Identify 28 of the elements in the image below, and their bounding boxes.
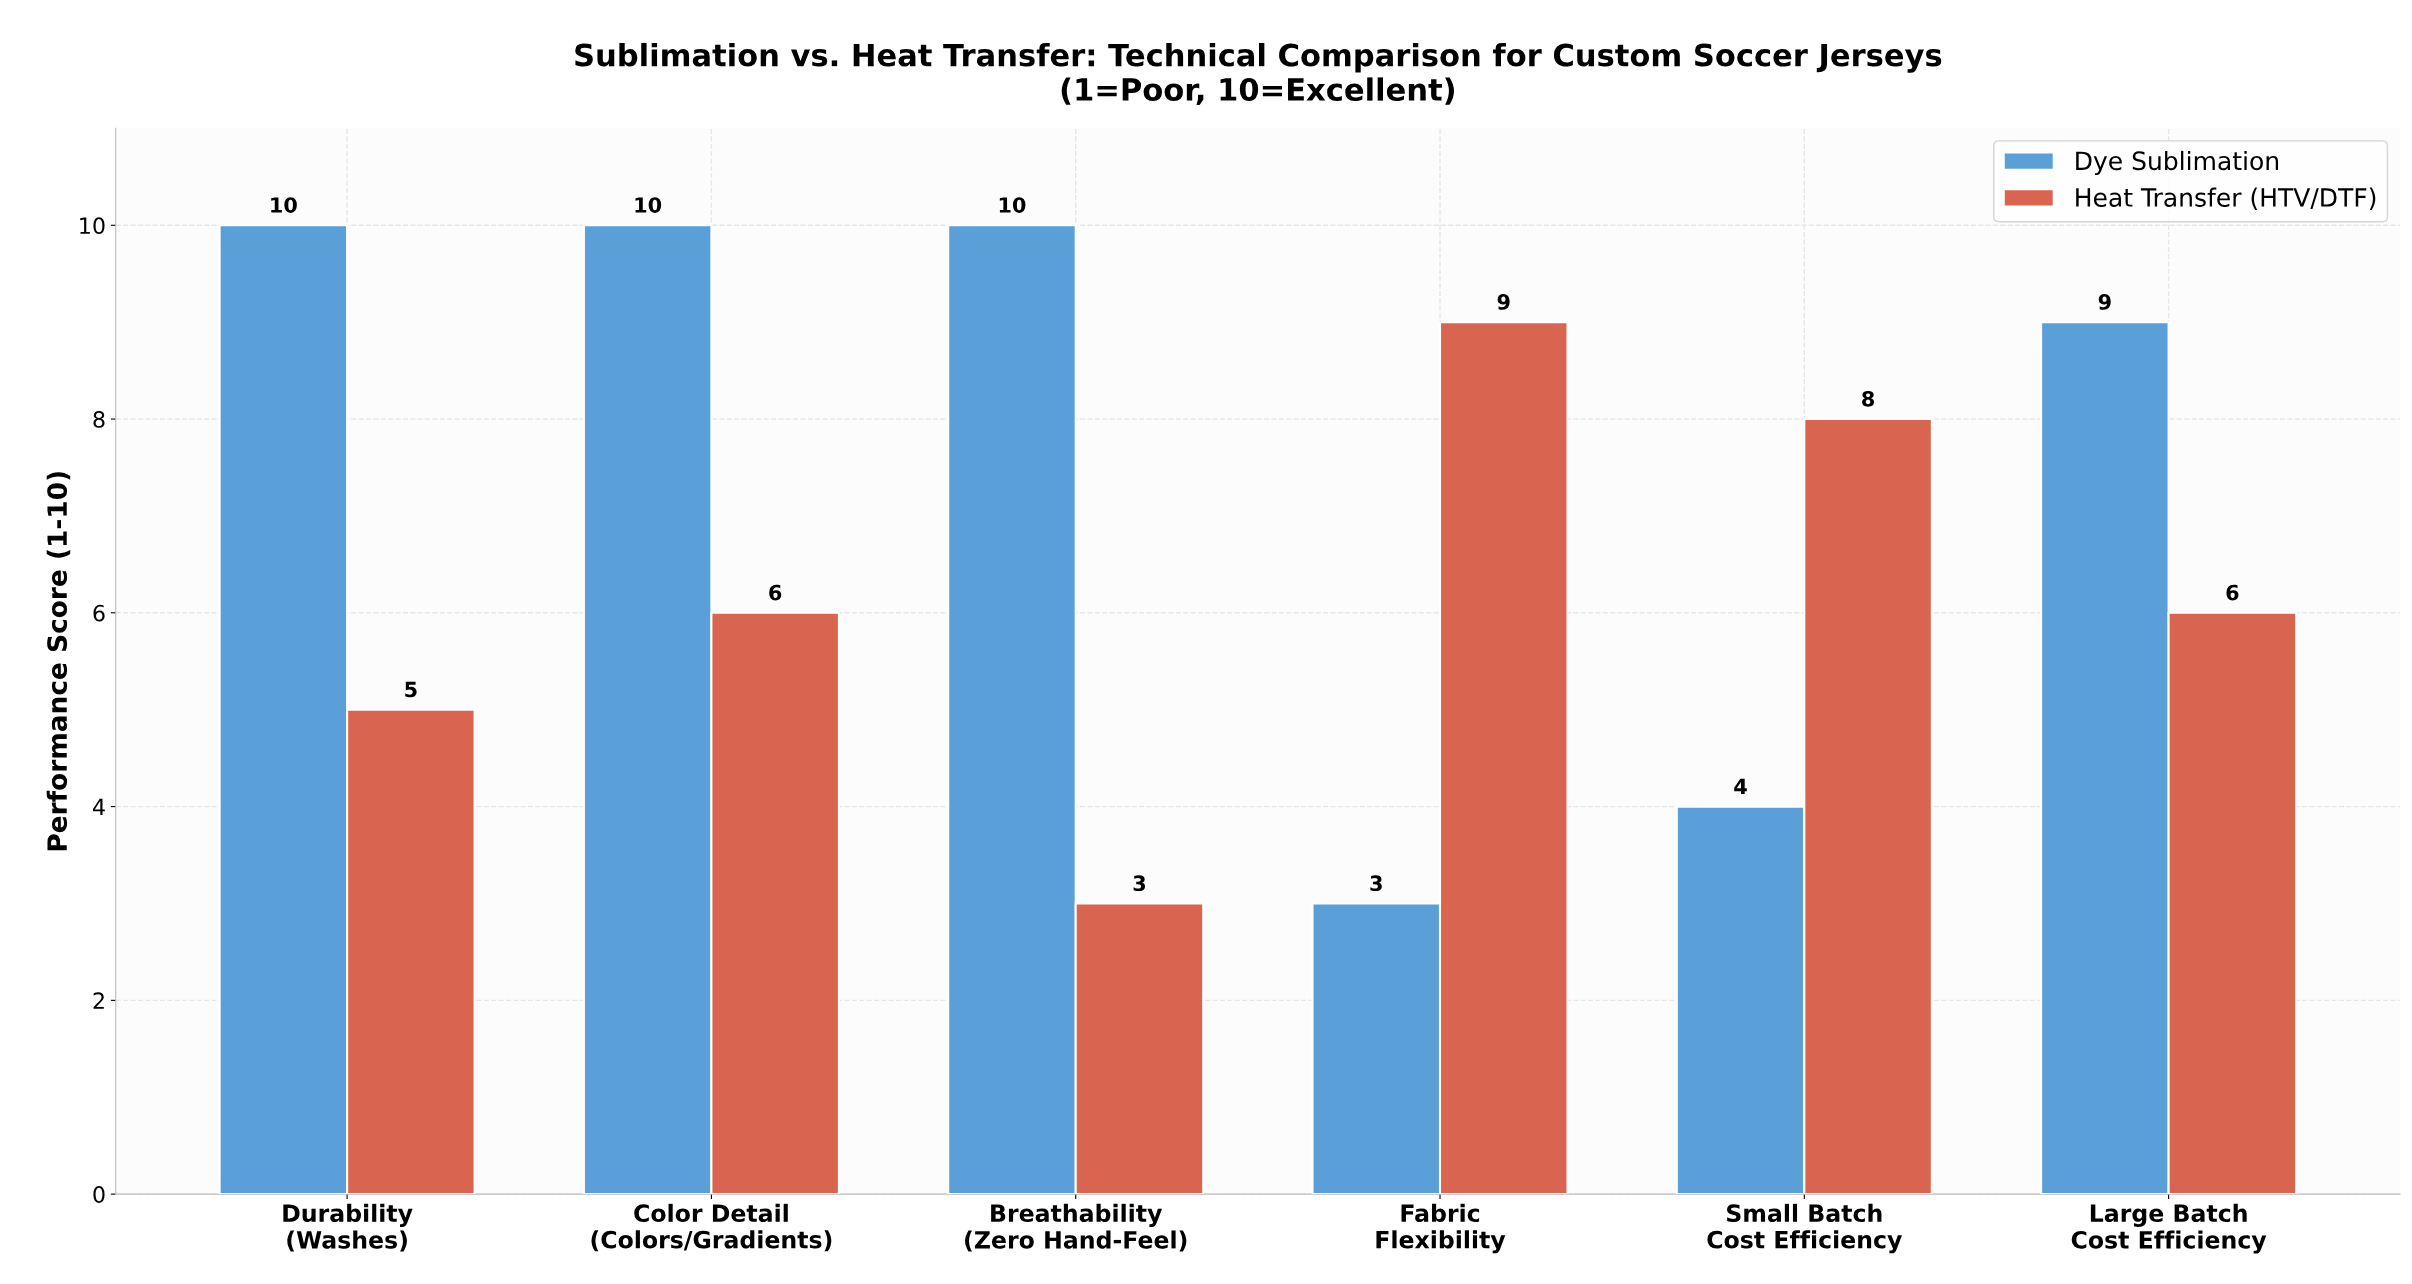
data-label: 3 bbox=[1370, 875, 1382, 892]
data-label: 10 bbox=[635, 197, 662, 213]
chart-title: Sublimation vs. Heat Transfer: Technical Comparison for Custom Soccer Jerseys (1=Poor, 10=Excellent) bbox=[575, 42, 1942, 105]
x-tick-label: Small Batch Cost Efficiency bbox=[1707, 1203, 1902, 1254]
data-label: 4 bbox=[1734, 778, 1747, 794]
data-label: 8 bbox=[1862, 390, 1875, 407]
y-tick-label: 0 bbox=[93, 1186, 105, 1203]
data-label: 9 bbox=[1497, 294, 1510, 310]
x-tick-label: Durability (Washes) bbox=[283, 1203, 413, 1252]
y-tick-label: 6 bbox=[93, 604, 105, 622]
y-tick-label: 8 bbox=[93, 411, 105, 428]
data-label: 6 bbox=[769, 584, 782, 601]
y-tick-label: 2 bbox=[93, 992, 104, 1009]
data-label: 6 bbox=[2226, 584, 2239, 601]
y-tick-label: 4 bbox=[93, 798, 105, 816]
y-tick-label: 10 bbox=[80, 217, 105, 235]
data-label: 9 bbox=[2098, 294, 2111, 310]
legend-label: Dye Sublimation bbox=[2076, 150, 2279, 176]
x-tick-label: Fabric Flexibility bbox=[1376, 1203, 1506, 1254]
x-tick-label: Large Batch Cost Efficiency bbox=[2071, 1203, 2267, 1254]
x-tick-label: Color Detail (Colors/Gradients) bbox=[591, 1203, 832, 1252]
data-label: 10 bbox=[271, 197, 297, 213]
y-axis-title: Performance Score (1-10) bbox=[46, 472, 71, 851]
data-label: 10 bbox=[999, 197, 1026, 213]
data-label: 5 bbox=[405, 681, 417, 698]
x-tick-label: Breathability (Zero Hand-Feel) bbox=[965, 1203, 1187, 1252]
legend-label: Heat Transfer (HTV/DTF) bbox=[2076, 187, 2376, 210]
data-label: 3 bbox=[1133, 875, 1146, 892]
